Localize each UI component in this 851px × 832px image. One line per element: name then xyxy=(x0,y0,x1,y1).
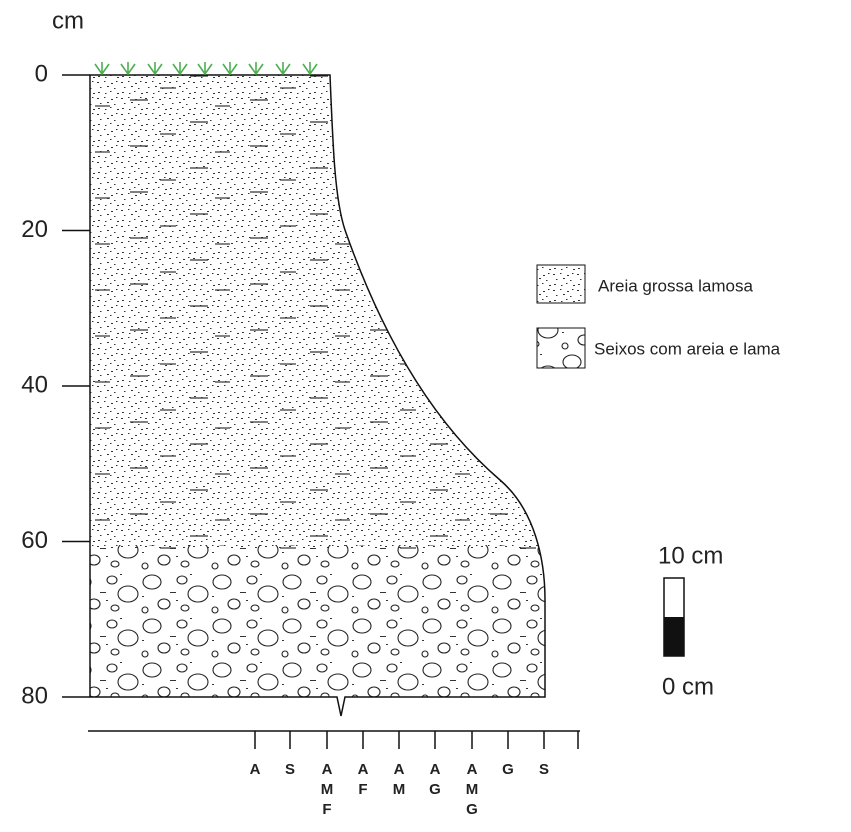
profile-outline xyxy=(89,74,546,717)
grain-size-label: S xyxy=(539,761,549,778)
grain-size-label: A xyxy=(430,761,441,778)
grain-size-label: A xyxy=(358,761,369,778)
legend-label: Seixos com areia e lama xyxy=(594,339,781,358)
depth-tick-label: 40 xyxy=(21,371,48,398)
depth-axis: 0 20 40 60 80 xyxy=(21,60,90,709)
grain-size-label: G xyxy=(502,761,514,778)
legend-label: Areia grossa lamosa xyxy=(598,276,754,295)
scale-top-label: 10 cm xyxy=(658,542,723,569)
profile-fill xyxy=(90,75,545,697)
grain-size-label: M xyxy=(321,781,334,798)
grain-size-label: A xyxy=(322,761,333,778)
depth-tick-label: 0 xyxy=(35,60,48,87)
grain-size-label: A xyxy=(394,761,405,778)
depth-tick-label: 80 xyxy=(21,682,48,709)
grain-size-label: M xyxy=(393,781,406,798)
grain-size-label: F xyxy=(358,781,367,798)
scale-bottom-label: 0 cm xyxy=(662,673,714,700)
grain-size-label: F xyxy=(322,801,331,818)
grain-size-label: M xyxy=(466,781,479,798)
legend-swatch-pebbles xyxy=(536,327,586,369)
legend-swatch-sand xyxy=(536,264,586,304)
grain-size-label: A xyxy=(250,761,261,778)
grain-size-label: G xyxy=(466,801,478,818)
scale-bar-fill xyxy=(664,617,684,656)
depth-tick-label: 60 xyxy=(21,527,48,554)
grain-size-label: G xyxy=(429,781,441,798)
depth-tick-label: 20 xyxy=(21,216,48,243)
grain-size-label: A xyxy=(467,761,478,778)
grain-size-label: S xyxy=(285,761,295,778)
depth-unit: cm xyxy=(52,7,84,34)
vegetation xyxy=(94,62,318,76)
